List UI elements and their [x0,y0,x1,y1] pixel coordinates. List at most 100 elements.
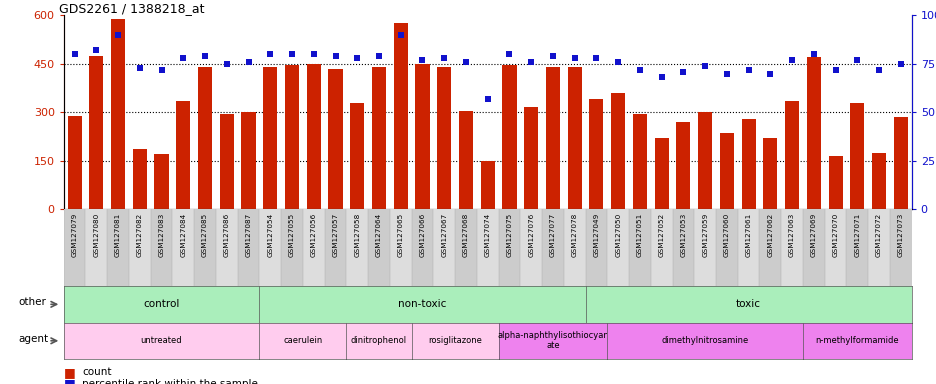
Bar [610,93,624,209]
Bar [719,133,733,209]
Bar [437,67,451,209]
Point [545,53,560,59]
Text: GSM127058: GSM127058 [354,213,359,257]
Bar [411,209,432,286]
Text: untreated: untreated [140,336,183,345]
Text: count: count [82,367,111,377]
Text: GSM127080: GSM127080 [94,213,99,257]
Bar [432,209,455,286]
Bar [784,101,798,209]
Text: GSM127072: GSM127072 [875,213,881,257]
Point [458,59,473,65]
Point [610,59,625,65]
Bar [238,209,259,286]
Bar [498,209,519,286]
Text: GSM127069: GSM127069 [810,213,816,257]
Text: rosiglitazone: rosiglitazone [428,336,481,345]
Bar [306,64,320,209]
Bar [133,149,147,209]
Bar [259,209,281,286]
Bar [871,153,885,209]
Point [110,32,125,38]
Text: GSM127084: GSM127084 [180,213,186,257]
Text: GSM127050: GSM127050 [615,213,621,257]
Text: GSM127073: GSM127073 [897,213,903,257]
Bar [215,209,238,286]
Bar [654,138,668,209]
Bar [546,67,560,209]
Text: GSM127086: GSM127086 [224,213,229,257]
Text: GSM127055: GSM127055 [288,213,295,257]
Bar [523,108,537,209]
Bar [389,209,411,286]
Bar [107,209,129,286]
Point [393,32,408,38]
Bar [893,117,907,209]
Text: GSM127081: GSM127081 [115,213,121,257]
Point [349,55,364,61]
Bar [567,67,581,209]
Bar [302,209,324,286]
Text: GSM127054: GSM127054 [267,213,273,257]
Text: GSM127068: GSM127068 [462,213,468,257]
Bar [763,138,777,209]
Point [502,51,517,57]
Bar [176,101,190,209]
Text: n-methylformamide: n-methylformamide [814,336,899,345]
Point [306,51,321,57]
Bar [172,209,194,286]
Point [653,74,668,81]
Bar [502,65,516,209]
Text: GSM127051: GSM127051 [636,213,642,257]
Bar [849,103,864,209]
Text: GSM127077: GSM127077 [549,213,555,257]
Bar [824,209,845,286]
Text: GSM127082: GSM127082 [137,213,142,257]
Text: control: control [143,299,180,310]
Text: GSM127066: GSM127066 [419,213,425,257]
Point [89,47,104,53]
Point [67,51,82,57]
Text: caerulein: caerulein [283,336,322,345]
Bar [129,209,151,286]
Point [479,96,494,102]
Text: GSM127057: GSM127057 [332,213,338,257]
Bar [194,209,215,286]
Text: dimethylnitrosamine: dimethylnitrosamine [661,336,748,345]
Point [328,53,343,59]
Point [740,66,755,73]
Bar [350,103,364,209]
Bar [393,23,407,209]
Bar [889,209,911,286]
Bar [197,67,212,209]
Point [371,53,386,59]
Bar [563,209,585,286]
Bar [519,209,542,286]
Bar [676,122,690,209]
Text: GSM127061: GSM127061 [745,213,751,257]
Point [827,66,842,73]
Bar [672,209,694,286]
Bar [781,209,802,286]
Bar [806,57,820,209]
Text: GSM127071: GSM127071 [854,213,859,257]
Bar [219,114,234,209]
Text: other: other [19,298,47,308]
Text: GSM127085: GSM127085 [202,213,208,257]
Text: GSM127075: GSM127075 [506,213,512,257]
Text: non-toxic: non-toxic [398,299,446,310]
Point [154,66,168,73]
Bar [151,209,172,286]
Point [762,71,777,77]
Bar [372,67,386,209]
Point [806,51,821,57]
Point [176,55,191,61]
Bar [110,18,125,209]
Text: GSM127076: GSM127076 [528,213,534,257]
Bar [89,56,103,209]
Bar [263,67,277,209]
Bar [585,209,607,286]
Bar [346,209,368,286]
Text: GSM127083: GSM127083 [158,213,165,257]
Point [132,65,147,71]
